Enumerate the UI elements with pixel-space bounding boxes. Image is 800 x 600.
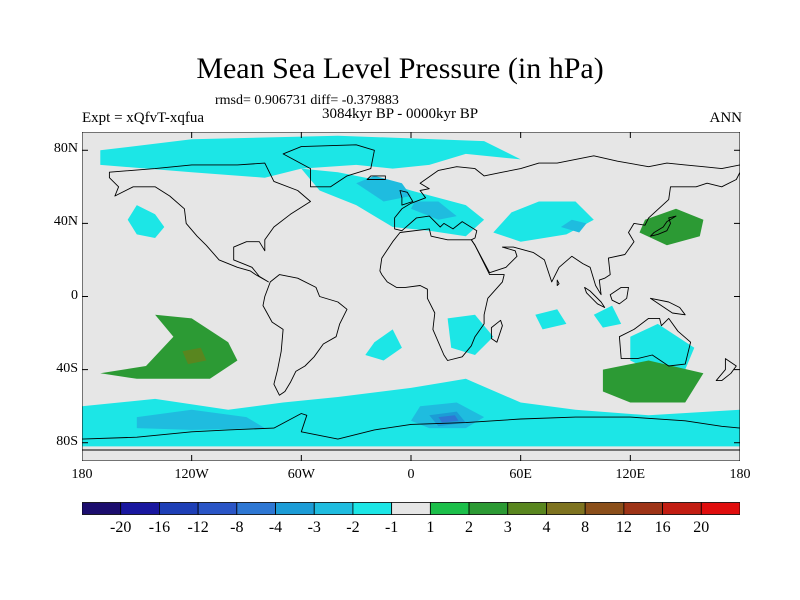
stats-label: rmsd= 0.906731 diff= -0.379883 xyxy=(215,93,399,108)
colorbar-swatch xyxy=(159,502,199,515)
anomaly-region-europe-low xyxy=(411,201,457,220)
colorbar-swatch xyxy=(197,502,238,515)
anomaly-region-indian-southern-high xyxy=(602,360,704,403)
season-label: ANN xyxy=(709,110,743,126)
lon-label: 0 xyxy=(407,467,415,482)
colorbar-label: -3 xyxy=(307,519,321,536)
colorbar-swatch xyxy=(313,502,354,515)
coastline-north-america xyxy=(108,162,311,283)
anomaly-region-west-pacific-high xyxy=(639,208,704,246)
anomaly-region-weddell-low-inner xyxy=(438,415,459,423)
coastline-japan xyxy=(649,215,677,237)
lon-label: 180 xyxy=(729,467,751,482)
coastline-iceland xyxy=(366,175,386,180)
map-ticks xyxy=(82,132,740,461)
coastline-borneo xyxy=(609,286,629,305)
coastline-new-guinea xyxy=(649,297,686,316)
coastline-new-zealand xyxy=(715,358,737,382)
anomaly-region-south-pacific-high xyxy=(100,314,238,379)
colorbar-swatch xyxy=(82,502,122,515)
lon-label: 120E xyxy=(615,467,646,482)
lat-label: 80S xyxy=(56,433,78,449)
coastline-sri-lanka xyxy=(556,279,560,286)
colorbar-swatch xyxy=(662,502,702,515)
colorbar-label: 16 xyxy=(654,519,671,536)
colorbar xyxy=(82,502,740,515)
colorbar-swatch xyxy=(429,502,470,515)
colorbar-swatch xyxy=(700,502,740,515)
anomaly-region-arctic-blue xyxy=(100,135,521,178)
colorbar-label: 12 xyxy=(615,519,632,536)
colorbar-label: -12 xyxy=(187,519,209,536)
experiment-label: Expt = xQfvT-xqfua xyxy=(82,110,205,126)
colorbar-label: 3 xyxy=(503,519,512,536)
colorbar-swatch xyxy=(120,502,160,515)
colorbar-label: -4 xyxy=(268,519,283,536)
colorbar-swatch xyxy=(236,502,276,515)
colorbar-label: -8 xyxy=(230,519,244,536)
colorbar-swatch xyxy=(507,502,547,515)
lon-label: 60E xyxy=(509,467,532,482)
anomaly-region-asia-low xyxy=(560,219,587,233)
colorbar-swatch xyxy=(275,502,315,515)
anomaly-region-southern-africa-blue xyxy=(447,314,494,355)
anomaly-region-north-pacific-blue xyxy=(127,205,165,238)
colorbar-label: -16 xyxy=(148,519,171,536)
period-label: 3084kyr BP - 0000kyr BP xyxy=(322,106,479,122)
colorbar-label: 2 xyxy=(465,519,474,536)
colorbar-swatch xyxy=(546,502,586,515)
anomaly-region-australia-blue xyxy=(630,323,695,370)
colorbar-label: -20 xyxy=(110,519,132,536)
coastlines xyxy=(82,144,740,451)
coastline-australia xyxy=(618,317,692,367)
colorbar-label: -1 xyxy=(384,519,399,536)
colorbar-swatch xyxy=(468,502,509,515)
coastline-british-isles xyxy=(399,190,414,206)
anomaly-region-central-asia-blue xyxy=(493,201,594,242)
lat-label: 0 xyxy=(71,287,78,303)
anomaly-region-indian-ocean-blue xyxy=(535,309,567,330)
colorbar-label: 8 xyxy=(581,519,590,536)
colorbar-swatch xyxy=(623,502,663,515)
anomaly-region-south-pacific-high-core xyxy=(182,347,207,365)
colorbar-label: 1 xyxy=(426,519,435,536)
coastline-africa xyxy=(379,228,505,361)
coastline-sumatra xyxy=(584,286,606,308)
colorbar-swatch xyxy=(584,502,625,515)
lat-label: 80N xyxy=(53,141,78,157)
lon-label: 60W xyxy=(287,467,315,482)
lon-label: 180 xyxy=(71,467,93,482)
colorbar-label: -2 xyxy=(346,519,360,536)
lat-label: 40N xyxy=(53,214,78,230)
colorbar-label: 4 xyxy=(542,519,551,536)
map-panel xyxy=(82,132,740,461)
colorbar-label: 20 xyxy=(693,519,710,536)
anomaly-region-antarctic-low-a xyxy=(136,409,265,430)
coastline-south-america xyxy=(262,274,348,396)
coastline-antarctica xyxy=(82,413,740,451)
coastline-madagascar xyxy=(490,319,503,343)
anomaly-region-maritime-blue xyxy=(593,305,622,328)
colorbar-swatch xyxy=(352,502,393,515)
colorbar-swatch xyxy=(391,502,431,515)
chart-title: Mean Sea Level Pressure (in hPa) xyxy=(196,52,604,85)
lon-label: 120W xyxy=(174,467,209,482)
anomaly-region-greenland-sea-low xyxy=(356,175,411,202)
coastline-greenland xyxy=(282,144,375,188)
lat-label: 40S xyxy=(56,360,78,376)
anomaly-region-south-atlantic-blue xyxy=(365,329,402,361)
